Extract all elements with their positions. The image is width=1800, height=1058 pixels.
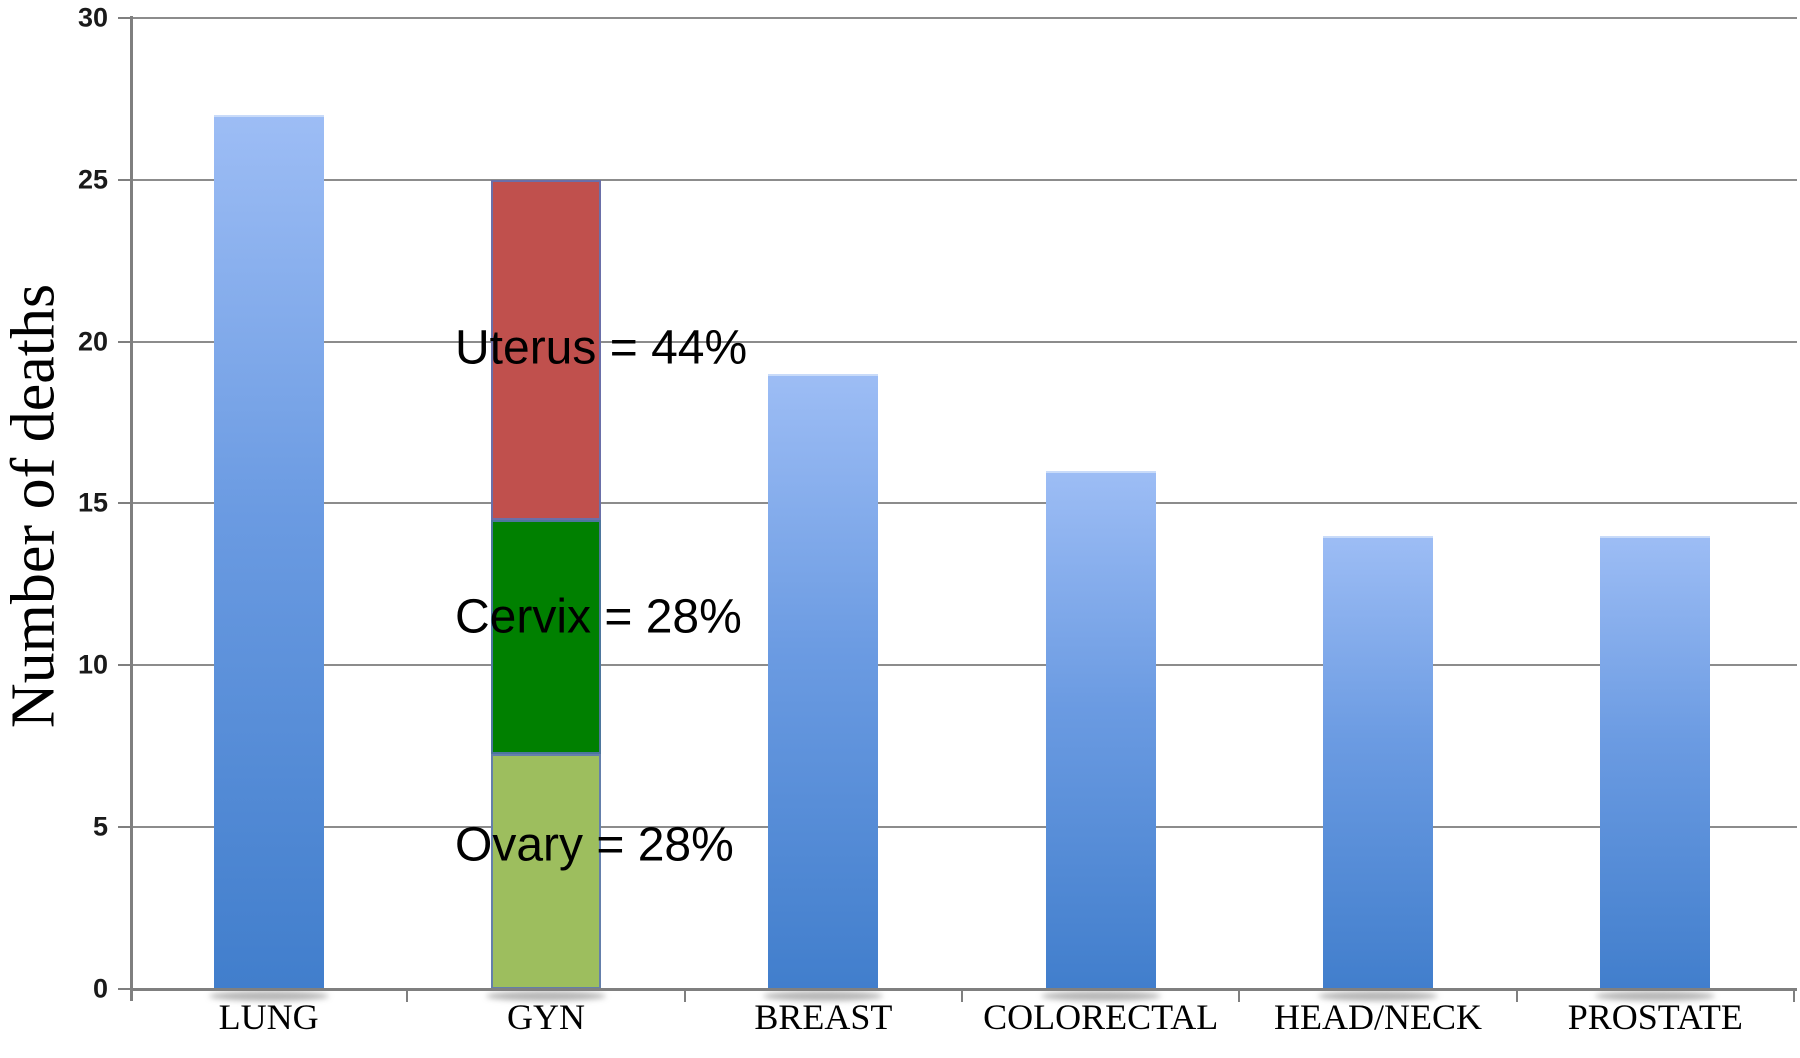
y-axis-tick-10 [118,664,130,667]
y-axis-tick-20 [118,340,130,343]
bar-shadow-head-neck [1318,991,1438,1001]
y-axis-tick-25 [118,178,130,181]
x-label-colorectal: COLORECTAL [983,997,1219,1037]
y-tick-label-5: 5 [92,811,108,842]
y-tick-label-25: 25 [77,164,108,195]
bar-segment-breast [768,373,879,989]
bar-shadow-breast [763,991,884,1001]
x-axis-tick-1 [683,989,686,1002]
y-tick-label-30: 30 [77,2,108,33]
bar-segment-ovary [491,754,601,989]
gridline-15 [130,502,1797,505]
y-tick-label-0: 0 [92,973,108,1004]
bar-shadow-colorectal [1040,991,1161,1001]
annotation-1: Cervix = 28% [455,590,742,644]
y-axis-tick-15 [118,502,130,505]
bar-segment-prostate [1600,535,1711,989]
y-axis-line [130,15,133,1001]
x-label-lung: LUNG [218,997,319,1037]
x-axis-tick-3 [1238,989,1241,1002]
gridline-25 [130,178,1797,181]
bar-segment-cervix [491,519,601,755]
y-axis-tick-5 [118,826,130,829]
x-label-prostate: PROSTATE [1567,997,1743,1037]
x-axis-tick-5 [1793,989,1795,1002]
y-axis-tick-0 [118,988,130,990]
gridline-30 [130,16,1797,19]
x-label-breast: BREAST [754,997,893,1037]
x-label-head-neck: HEAD/NECK [1274,997,1482,1037]
x-axis-line [130,988,1797,991]
bar-shadow-prostate [1595,991,1716,1001]
x-axis-tick-0 [406,989,409,1002]
x-axis-tick-2 [961,989,963,1002]
gridline-20 [130,340,1797,343]
x-axis-tick-4 [1515,989,1518,1002]
bar-shadow-lung [208,991,329,1001]
bar-segment-uterus [491,179,601,520]
gridline-5 [130,826,1797,829]
annotation-2: Ovary = 28% [455,818,734,872]
y-axis-tick-30 [118,16,130,19]
y-tick-label-20: 20 [77,326,108,357]
bar-segment-colorectal [1045,471,1156,989]
x-label-gyn: GYN [507,997,585,1037]
bar-segment-lung [213,115,324,989]
bar-segment-head-neck [1323,535,1433,989]
gridline-10 [130,664,1797,667]
annotation-0: Uterus = 44% [455,321,748,375]
y-tick-label-15: 15 [77,487,108,518]
bar-shadow-gyn [486,991,606,1001]
y-tick-label-10: 10 [77,649,108,680]
